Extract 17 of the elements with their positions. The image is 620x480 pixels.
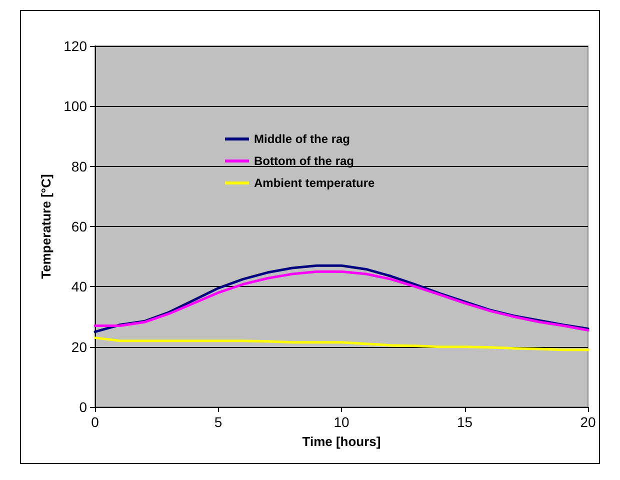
x-tick-label: 15 xyxy=(456,414,473,430)
x-tick-label: 20 xyxy=(580,414,596,430)
x-tick-label: 10 xyxy=(334,414,350,430)
x-axis-title: Time [hours] xyxy=(302,434,381,449)
y-tick-label: 40 xyxy=(71,278,88,295)
legend-label: Middle of the rag xyxy=(254,132,350,146)
legend-label: Ambient temperature xyxy=(254,176,376,190)
y-tick-label: 120 xyxy=(64,38,88,54)
y-tick-label: 0 xyxy=(79,399,88,415)
x-tick-label: 0 xyxy=(91,414,100,430)
y-tick-label: 20 xyxy=(71,338,88,355)
x-tick-label: 5 xyxy=(214,414,222,430)
y-tick-label: 60 xyxy=(71,218,88,234)
y-tick-label: 80 xyxy=(71,158,88,174)
y-axis-title: Temperature [°C] xyxy=(38,174,54,279)
line-series xyxy=(94,336,590,352)
y-tick-label: 100 xyxy=(64,98,88,114)
